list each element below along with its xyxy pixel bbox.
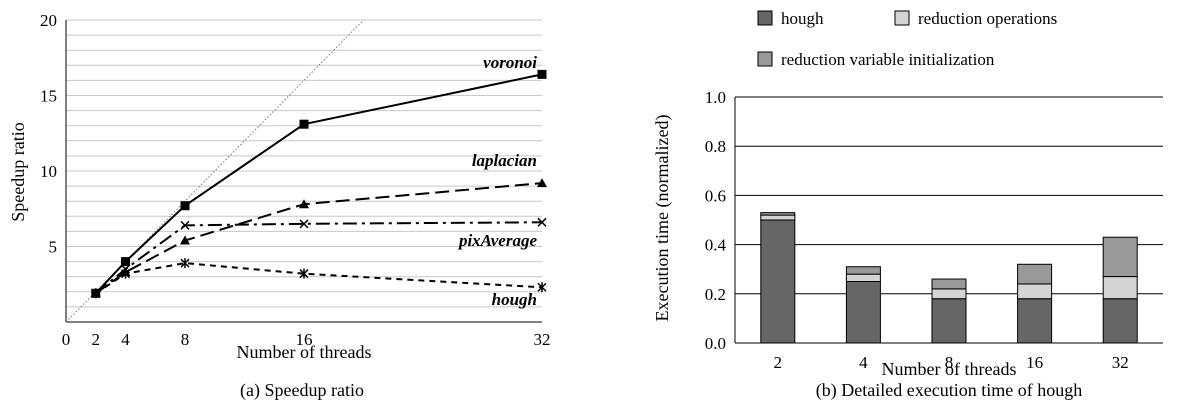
series-label-voronoi: voronoi xyxy=(483,53,537,72)
legend-swatch xyxy=(894,10,910,26)
x-axis-title: Number of threads xyxy=(237,342,372,362)
bar-segment xyxy=(1017,263,1053,285)
x-tick-label: 2 xyxy=(774,353,783,372)
caption-b: (b) Detailed execution time of hough xyxy=(816,380,1082,401)
data-point-pixAverage xyxy=(299,219,309,229)
x-tick-label: 16 xyxy=(296,330,313,349)
legend-label: reduction operations xyxy=(918,9,1057,28)
data-point-hough xyxy=(91,288,101,299)
x-tick-label: 32 xyxy=(534,330,551,349)
x-tick-label: 16 xyxy=(1026,353,1043,372)
bar-segment xyxy=(931,278,967,290)
data-point-hough xyxy=(537,282,547,293)
bar-segment xyxy=(931,288,967,300)
data-point-hough xyxy=(120,268,131,279)
speedup-chart: 5 10 15 20 0 2 4 8 16 32 Number of threads Speedup … xyxy=(8,11,551,401)
bar-segment xyxy=(1102,298,1138,344)
data-point-hough xyxy=(299,268,309,279)
y-tick-label: 1.0 xyxy=(705,88,726,107)
series-line-hough xyxy=(95,262,543,295)
y-tick-label: 0.8 xyxy=(705,137,726,156)
x-tick-label: 4 xyxy=(121,330,130,349)
bar-segment xyxy=(845,281,881,344)
bar-segment xyxy=(845,266,881,275)
data-point-hough xyxy=(180,258,190,269)
bar-segment xyxy=(760,219,796,344)
data-point-laplacian xyxy=(180,235,190,245)
legend-swatch xyxy=(757,51,773,67)
y-tick-label: 20 xyxy=(40,11,57,30)
data-point-voronoi xyxy=(537,69,547,79)
y-axis-title: Execution time (normalized) xyxy=(652,115,673,322)
y-tick-label: 0.6 xyxy=(705,186,726,205)
data-point-voronoi xyxy=(121,257,130,267)
bar-segment xyxy=(931,298,967,344)
x-tick-label: 32 xyxy=(1112,353,1129,372)
legend-label: hough xyxy=(781,9,824,28)
series-label-pixAverage: pixAverage xyxy=(457,231,538,250)
y-axis-title: Speedup ratio xyxy=(8,122,28,221)
caption-a: (a) Speedup ratio xyxy=(240,380,364,401)
x-tick-label: 8 xyxy=(181,330,190,349)
legend-label: reduction variable initialization xyxy=(781,50,995,69)
bar-segment xyxy=(760,214,796,221)
x-tick-label: 0 xyxy=(62,330,71,349)
bar-segment xyxy=(1102,236,1138,278)
y-tick-label: 5 xyxy=(49,238,58,257)
legend-swatch xyxy=(757,10,773,26)
data-point-pixAverage xyxy=(537,217,547,227)
y-tick-label: 10 xyxy=(40,162,57,181)
series-label-laplacian: laplacian xyxy=(472,151,537,170)
data-point-laplacian xyxy=(299,199,309,209)
bar-segment xyxy=(1102,276,1138,300)
data-point-laplacian xyxy=(537,178,547,188)
series-label-hough: hough xyxy=(492,290,537,309)
bar-segment xyxy=(1017,298,1053,344)
bar-segment xyxy=(845,273,881,282)
x-tick-label: 8 xyxy=(945,353,954,372)
x-axis-title: Number of threads xyxy=(882,359,1017,379)
y-tick-label: 0.4 xyxy=(705,236,727,255)
y-tick-label: 15 xyxy=(40,87,57,106)
data-point-voronoi xyxy=(180,201,190,211)
x-tick-label: 4 xyxy=(859,353,868,372)
data-point-pixAverage xyxy=(180,220,190,230)
bar-segment xyxy=(760,212,796,216)
bar-segment xyxy=(1017,283,1053,300)
y-tick-label: 0.2 xyxy=(705,285,726,304)
y-tick-label: 0.0 xyxy=(705,334,726,353)
data-point-voronoi xyxy=(299,119,309,129)
x-tick-label: 2 xyxy=(92,330,101,349)
